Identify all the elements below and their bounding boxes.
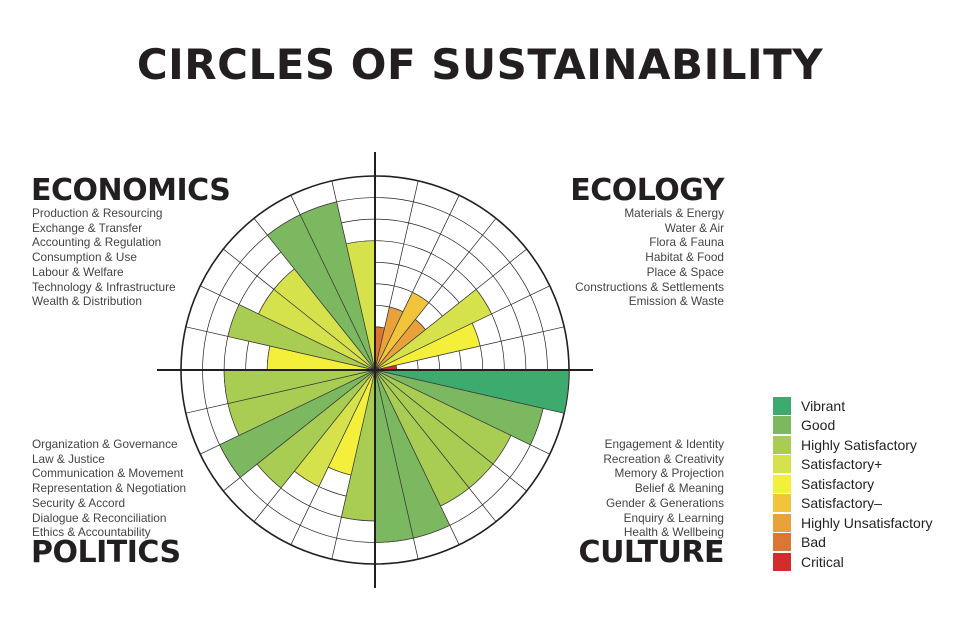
legend-swatch [773,513,791,532]
culture-item: Enquiry & Learning [623,510,724,525]
legend-label: Satisfactory+ [801,456,883,473]
legend-swatch [773,552,791,571]
ecology-item: Materials & Energy [624,206,724,220]
legend-item: Highly Satisfactory [773,435,933,455]
legend-swatch [773,396,791,415]
legend-item: Satisfactory– [773,494,933,514]
culture-title: CULTURE [578,535,725,570]
legend-label: Critical [801,553,844,570]
culture-item: Belief & Meaning [634,481,724,496]
culture-item-list: Engagement & Identity Recreation & Creat… [603,437,724,540]
chart-wedge-flora-fauna [374,291,430,371]
legend-label: Highly Satisfactory [801,436,917,453]
legend-item: Highly Unsatisfactory [773,513,933,533]
chart-wedge-security-accord [219,369,376,479]
legend-swatch [773,494,791,513]
legend-item: Bad [773,533,933,553]
economics-title: ECONOMICS [31,173,231,208]
legend-swatch [773,435,791,454]
ecology-item: Constructions & Settlements [575,279,724,294]
legend-label: Good [801,417,836,434]
legend-swatch [773,455,791,474]
culture-item: Memory & Projection [614,466,724,481]
legend-label: Highly Unsatisfactory [801,514,933,531]
legend-item: Critical [773,552,933,572]
chart-wedge-place-space [374,288,492,371]
ecology-item: Place & Space [646,264,724,279]
legend-swatch [773,416,791,435]
chart-axes [157,152,593,588]
ecology-item: Habitat & Food [645,250,724,265]
chart-wedge-technology-infrastructure [299,201,376,371]
ecology-item-list: Materials & Energy Water & Air Flora & F… [575,206,724,309]
politics-item: Security & Accord [32,495,126,510]
chart-wedge-constructions-settlements [374,322,481,371]
chart-wedges [219,201,570,543]
chart-wedge-recreation-creativity [374,369,544,446]
culture-item: Engagement & Identity [604,437,724,451]
legend-item: Satisfactory+ [773,455,933,475]
legend-label: Vibrant [801,397,846,414]
legend-label: Satisfactory– [801,495,882,512]
economics-item: Technology & Infrastructure [32,279,176,294]
politics-item-list: Organization & Governance Law & Justice … [32,437,186,540]
politics-item: Ethics & Accountability [32,525,151,540]
economics-item: Labour & Welfare [32,264,124,279]
politics-item: Dialogue & Reconciliation [32,510,167,525]
chart-title: CIRCLES OF SUSTAINABILITY [136,40,824,89]
ecology-title: ECOLOGY [570,173,724,208]
ecology-item: Water & Air [664,220,724,235]
legend-item: Vibrant [773,396,933,416]
politics-item: Law & Justice [32,451,105,466]
ecology-item: Emission & Waste [628,294,724,309]
culture-item: Health & Wellbeing [623,525,724,540]
economics-item: Consumption & Use [32,250,137,265]
ecology-item: Flora & Fauna [649,235,724,250]
legend-item: Satisfactory [773,474,933,494]
politics-item: Communication & Movement [32,466,184,481]
chart-wedge-exchange-transfer [227,304,376,371]
economics-item-list: Production & Resourcing Exchange & Trans… [32,206,176,309]
politics-item: Organization & Governance [32,437,178,451]
legend: Vibrant Good Highly Satisfactory Satisfa… [773,396,933,572]
economics-item: Production & Resourcing [32,206,163,220]
legend-swatch [773,474,791,493]
economics-item: Exchange & Transfer [32,220,143,235]
politics-item: Representation & Negotiation [32,481,187,496]
economics-item: Wealth & Distribution [32,294,142,309]
culture-item: Gender & Generations [605,495,724,510]
legend-item: Good [773,416,933,436]
culture-item: Recreation & Creativity [603,451,724,466]
politics-title: POLITICS [31,535,181,570]
legend-label: Satisfactory [801,475,875,492]
legend-swatch [773,533,791,552]
economics-item: Accounting & Regulation [32,235,162,250]
legend-label: Bad [801,534,826,551]
